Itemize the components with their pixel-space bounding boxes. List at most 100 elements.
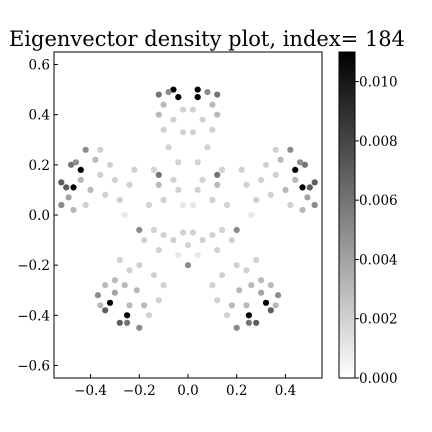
scatter-point-2 — [175, 94, 182, 101]
scatter-point-24 — [150, 166, 157, 173]
scatter-point-80 — [97, 146, 104, 153]
scatter-point-103 — [258, 289, 265, 296]
colorbar-tick-label: 0.000 — [359, 371, 398, 387]
y-axis: −0.6 −0.4 −0.2 0.0 0.2 0.4 0.6 — [17, 58, 58, 374]
scatter-point-122 — [150, 272, 157, 279]
scatter-point-43 — [306, 184, 313, 191]
scatter-point-115 — [228, 302, 235, 309]
scatter-point-134 — [136, 226, 143, 234]
scatter-point-45 — [299, 184, 306, 191]
scatter-point-67 — [299, 206, 306, 214]
scatter-point-144 — [184, 262, 192, 269]
scatter-point-46 — [77, 166, 84, 173]
scatter-point-62 — [97, 171, 104, 178]
scatter-point-143 — [189, 229, 196, 236]
scatter-point-135 — [233, 226, 240, 234]
scatter-point-51 — [311, 201, 318, 209]
scatter-point-84 — [121, 211, 128, 219]
scatter-point-77 — [243, 181, 250, 188]
scatter-point-108 — [111, 277, 118, 284]
scatter-point-28 — [155, 181, 162, 188]
y-tick-label: 0.6 — [29, 58, 50, 74]
scatter-point-145 — [175, 252, 182, 259]
scatter-point-3 — [194, 94, 201, 101]
scatter-point-57 — [287, 146, 294, 153]
scatter-point-132 — [155, 247, 162, 254]
scatter-point-68 — [82, 201, 89, 209]
scatter-point-100 — [97, 302, 104, 309]
x-tick-label: 0.0 — [177, 383, 198, 399]
scatter-point-48 — [68, 161, 75, 168]
scatter-point-13 — [189, 106, 196, 113]
scatter-point-136 — [150, 226, 157, 234]
scatter-point-124 — [126, 267, 133, 274]
scatter-point-59 — [277, 156, 284, 163]
scatter-point-107 — [267, 282, 274, 289]
scatter-point-58 — [92, 156, 99, 163]
scatter-point-60 — [77, 176, 84, 183]
scatter-point-74 — [116, 196, 123, 204]
x-tick-label: 0.4 — [275, 383, 296, 399]
scatter-point-47 — [292, 166, 299, 173]
scatter-point-41 — [311, 179, 318, 186]
scatter-point-29 — [214, 181, 221, 188]
scatter-point-91 — [267, 307, 274, 314]
scatter-point-40 — [58, 179, 65, 186]
scatter-point-109 — [258, 277, 265, 284]
scatter-point-119 — [214, 297, 221, 304]
scatter-point-50 — [58, 201, 65, 209]
scatter-point-37 — [223, 201, 231, 209]
x-tick-label: 0.2 — [226, 383, 247, 399]
scatter-point-140 — [170, 237, 177, 244]
scatter-point-104 — [126, 302, 133, 309]
scatter-point-96 — [94, 292, 101, 299]
scatter-point-101 — [272, 302, 279, 309]
scatter-point-14 — [170, 116, 177, 123]
scatter-point-44 — [70, 184, 77, 191]
colorbar-tick-label: 0.006 — [359, 193, 398, 209]
colorbar-tick-label: 0.010 — [359, 75, 398, 91]
x-tick-label: −0.2 — [123, 383, 156, 399]
scatter-point-113 — [236, 287, 243, 294]
scatter-point-121 — [209, 282, 216, 289]
scatter-point-127 — [253, 257, 260, 264]
scatter-point-111 — [248, 282, 255, 289]
scatter-point-32 — [175, 186, 182, 193]
colorbar-tick-label: 0.002 — [359, 312, 398, 328]
scatter-point-97 — [275, 292, 282, 299]
scatter-point-0 — [170, 86, 177, 93]
scatter-point-6 — [165, 89, 172, 96]
scatter-point-75 — [253, 196, 260, 204]
scatter-point-11 — [214, 111, 221, 118]
scatter-point-78 — [106, 161, 114, 168]
scatter-point-53 — [304, 194, 311, 201]
scatter-point-9 — [209, 101, 216, 108]
scatter-point-36 — [145, 201, 153, 209]
scatter-point-26 — [170, 176, 177, 183]
scatter-point-18 — [180, 129, 187, 136]
scatter-point-125 — [243, 267, 250, 274]
scatter-point-1 — [194, 86, 201, 93]
scatter-point-88 — [124, 312, 131, 319]
y-tick-label: −0.4 — [17, 308, 50, 324]
scatter-point-90 — [102, 307, 109, 314]
scatter-point-73 — [258, 176, 265, 183]
scatter-point-82 — [131, 166, 138, 173]
scatter-point-79 — [262, 161, 270, 168]
scatter-point-69 — [287, 201, 294, 209]
scatter-point-89 — [245, 312, 252, 319]
scatter-point-118 — [155, 297, 162, 304]
scatter-point-61 — [292, 176, 299, 183]
scatter-point-128 — [136, 262, 143, 269]
scatter-point-52 — [65, 194, 72, 201]
scatter-point-106 — [102, 282, 109, 289]
scatter-point-16 — [160, 126, 167, 133]
scatter-point-137 — [219, 226, 226, 234]
scatter-point-95 — [245, 319, 252, 326]
scatter-point-12 — [180, 106, 187, 113]
scatter-point-94 — [124, 319, 131, 326]
scatter-point-123 — [219, 272, 226, 279]
y-tick-label: 0.4 — [29, 108, 50, 124]
y-tick-label: 0.0 — [29, 208, 50, 224]
